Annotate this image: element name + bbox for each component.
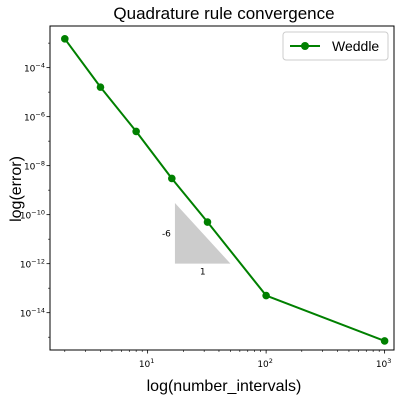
data-point [96, 83, 105, 91]
data-point [132, 127, 140, 136]
x-tick-label: 101 [139, 357, 155, 370]
data-point [380, 337, 389, 345]
legend: Weddle [282, 31, 389, 61]
legend-label: Weddle [332, 38, 379, 54]
y-tick-label: 10−12 [20, 258, 45, 271]
legend-marker [301, 42, 309, 50]
y-tick-label: 10−6 [24, 111, 45, 124]
slope-triangle [174, 202, 231, 264]
data-point [262, 291, 270, 300]
y-tick-label: 10−14 [20, 307, 45, 320]
x-tick-label: 103 [376, 357, 392, 370]
slope-triangle-group: -6 1 [162, 202, 231, 278]
data-point [168, 174, 176, 183]
y-tick-label: 10−4 [24, 62, 45, 75]
axis-ticks: 101 102 103 10−4 10−6 10−8 10−10 10−12 10−14 [20, 42, 392, 370]
slope-label: -6 [162, 229, 171, 239]
x-axis-label: log(number_intervals) [147, 378, 302, 395]
x-tick-label: 102 [257, 357, 273, 370]
chart-title: Quadrature rule convergence [113, 4, 334, 23]
data-point [203, 218, 212, 226]
y-tick-label: 10−10 [20, 209, 45, 222]
y-axis-label: log(error) [8, 156, 25, 222]
data-point [61, 35, 69, 43]
plot-area [61, 35, 389, 345]
legend-box [282, 31, 389, 61]
y-tick-label: 10−8 [24, 160, 45, 173]
plot-frame [49, 25, 395, 351]
run-label: 1 [200, 268, 206, 278]
